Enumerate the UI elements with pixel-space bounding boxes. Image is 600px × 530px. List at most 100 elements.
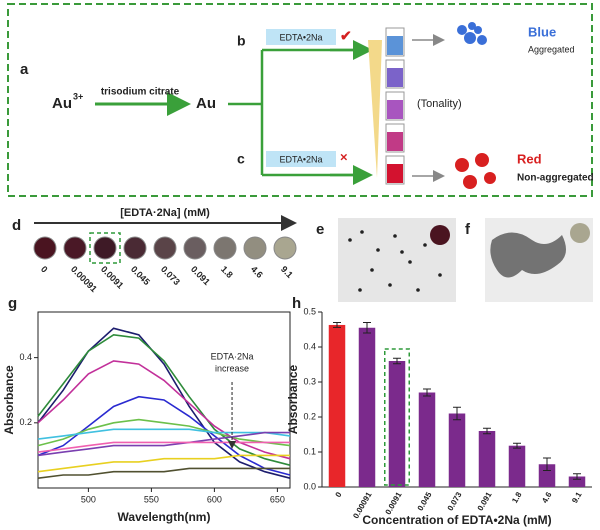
panel-label: a xyxy=(20,61,29,78)
sample-well xyxy=(183,236,207,260)
reactant: Au xyxy=(52,95,72,112)
scheme-frame xyxy=(7,3,593,197)
nanoparticle xyxy=(360,230,364,234)
error-bar xyxy=(363,322,371,334)
y-tick-label: 0.1 xyxy=(303,446,316,456)
error-bar xyxy=(333,322,341,328)
bar xyxy=(358,327,376,487)
panel-label: c xyxy=(237,151,245,167)
x-axis-title: Wavelength(nm) xyxy=(118,510,211,524)
nanoparticle xyxy=(393,234,397,238)
spectrum-line xyxy=(37,441,290,453)
panel-label: d xyxy=(12,217,21,234)
dispersed-particle xyxy=(455,158,469,172)
x-tick-label: 0.091 xyxy=(476,490,494,512)
y-tick-label: 0.5 xyxy=(303,306,316,316)
error-bar xyxy=(393,357,401,365)
panel-label: e xyxy=(316,221,324,238)
error-bar xyxy=(453,406,461,421)
tube-liquid xyxy=(387,68,403,87)
nanoparticle xyxy=(370,268,374,272)
sample-label: 0.045 xyxy=(129,264,152,287)
aggregate-particle xyxy=(457,25,467,35)
reagent-box xyxy=(266,29,336,45)
sample-label: 4.6 xyxy=(249,264,265,280)
tonality-label: (Tonality) xyxy=(417,98,462,110)
nanoparticle xyxy=(423,243,427,247)
x-tick-label: 1.8 xyxy=(510,490,524,505)
aggregate-particle xyxy=(474,26,482,34)
sample-label: 9.1 xyxy=(279,264,295,280)
sample-well xyxy=(33,236,57,260)
panel-label: g xyxy=(8,295,17,312)
x-tick-label: 4.6 xyxy=(540,490,554,505)
reagent-label: EDTA•2Na xyxy=(280,32,323,42)
panel-label: b xyxy=(237,33,246,49)
tube-liquid xyxy=(387,36,403,55)
error-bar xyxy=(543,457,551,472)
sample-well xyxy=(123,236,147,260)
sample-well xyxy=(273,236,297,260)
y-tick-label: 0.4 xyxy=(19,352,32,362)
check-mark: ✔ xyxy=(340,28,352,44)
x-tick-label: 500 xyxy=(81,494,96,504)
y-tick-label: 0.4 xyxy=(303,341,316,351)
nanoparticle xyxy=(348,238,352,242)
sample-label: 0.073 xyxy=(159,264,182,287)
error-bar xyxy=(423,388,431,397)
spectrum-line xyxy=(37,418,291,447)
x-tick-label: 650 xyxy=(270,494,285,504)
sample-well xyxy=(213,236,237,260)
panel-label: h xyxy=(292,295,301,312)
sample-inset xyxy=(570,223,590,243)
x-tick-label: 0.045 xyxy=(416,490,434,512)
aggregate-particle xyxy=(464,32,476,44)
product: Au xyxy=(196,95,216,112)
aggregate-cluster xyxy=(490,232,566,278)
dispersed-particle xyxy=(475,153,489,167)
bar xyxy=(388,361,406,487)
reagent-box xyxy=(266,151,336,167)
y-tick-label: 0.3 xyxy=(303,376,316,386)
sample-label: 0 xyxy=(39,264,50,275)
bar xyxy=(508,445,526,487)
x-tick-label: 550 xyxy=(144,494,159,504)
sample-well xyxy=(153,236,177,260)
red-label: Red xyxy=(517,151,542,166)
aggregated-label: Aggregated xyxy=(528,44,575,54)
panel-label: f xyxy=(465,221,471,238)
y-tick-label: 0.2 xyxy=(303,411,316,421)
spectrum-line xyxy=(37,327,291,479)
highlight-box xyxy=(89,232,121,264)
spectrum-line xyxy=(37,467,290,479)
bar xyxy=(478,431,496,487)
x-tick-label: 0 xyxy=(334,490,344,499)
bar xyxy=(328,324,346,487)
annotation: EDTA·2Na xyxy=(211,351,254,361)
nanoparticle xyxy=(416,288,420,292)
x-axis-title: Concentration of EDTA•2Na (mM) xyxy=(362,513,551,527)
bar xyxy=(418,392,436,487)
error-bar xyxy=(513,442,521,449)
nanoparticle xyxy=(408,260,412,264)
branch-lines xyxy=(228,48,368,177)
nanoparticle xyxy=(358,288,362,292)
y-axis-title: Absorbance xyxy=(286,365,300,435)
charge: 3+ xyxy=(73,91,83,101)
bar xyxy=(448,413,466,487)
blue-label: Blue xyxy=(528,24,556,39)
sample-well xyxy=(93,236,117,260)
aggregate-particle xyxy=(468,22,476,30)
sample-label: 0.00091 xyxy=(69,264,99,294)
tube-liquid xyxy=(387,164,403,183)
x-tick-label: 600 xyxy=(207,494,222,504)
reagent: trisodium citrate xyxy=(101,87,180,98)
error-bar xyxy=(483,427,491,435)
gradient-triangle xyxy=(368,40,382,178)
sample-well xyxy=(243,236,267,260)
spectrum-line xyxy=(37,428,291,440)
nanoparticle xyxy=(400,250,404,254)
y-tick-label: 0.0 xyxy=(303,481,316,491)
sample-label: 0.091 xyxy=(189,264,212,287)
